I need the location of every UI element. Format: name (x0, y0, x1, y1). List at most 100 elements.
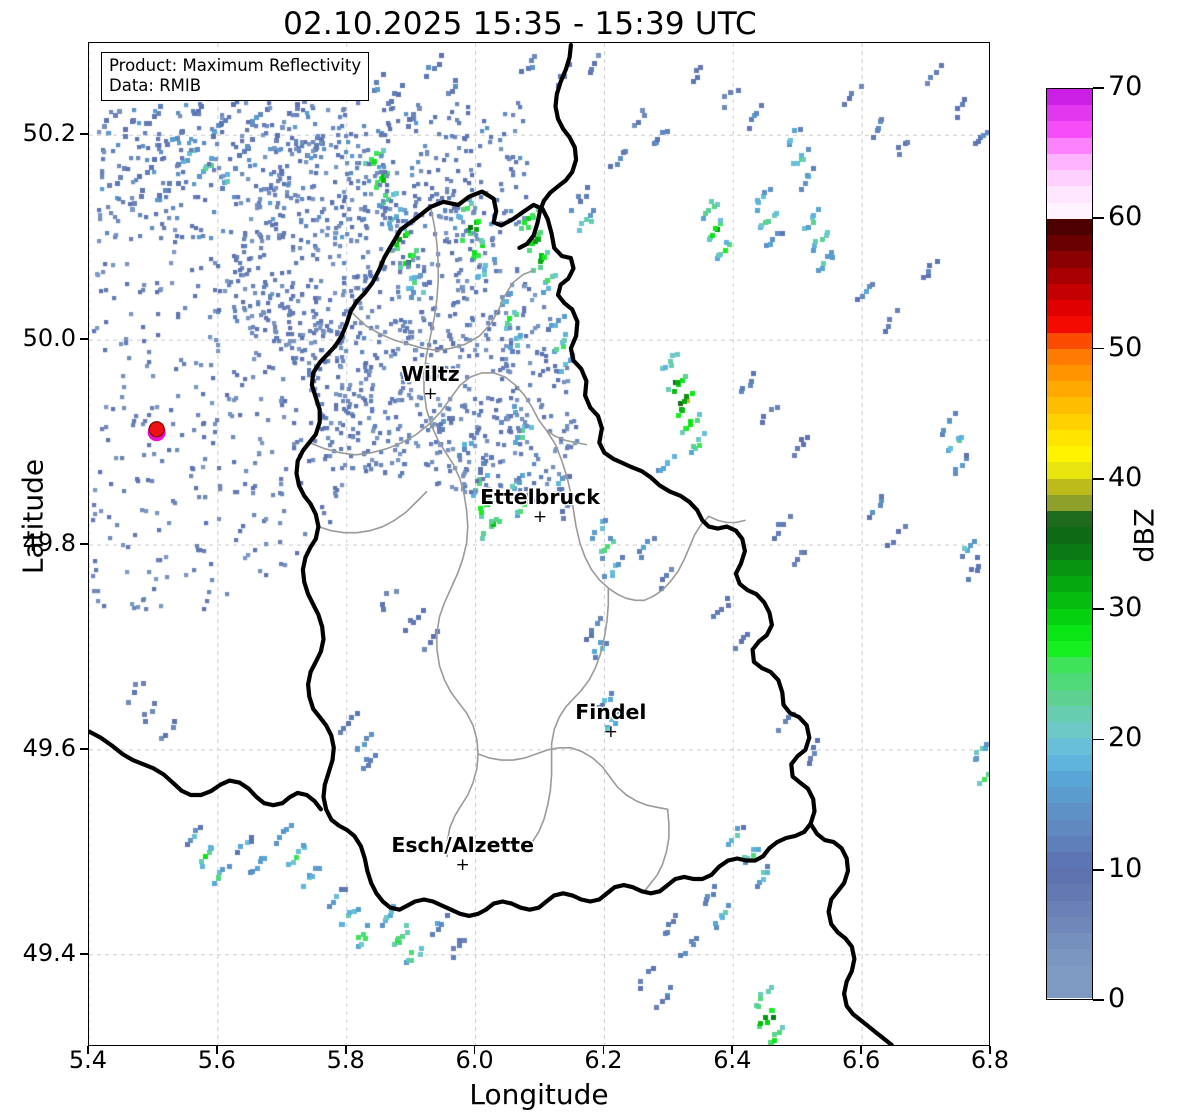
colorbar-band (1047, 949, 1092, 966)
y-tick-label: 50.0 (22, 324, 76, 353)
colorbar-band (1047, 965, 1092, 982)
x-tick-mark (216, 1046, 218, 1054)
colorbar-tick-label: 20 (1108, 722, 1143, 754)
colorbar-band (1047, 592, 1092, 609)
colorbar-tick-label: 0 (1108, 983, 1126, 1014)
colorbar-band (1047, 738, 1092, 755)
colorbar-band (1047, 852, 1092, 869)
x-tick-label: 6.0 (455, 1046, 494, 1074)
colorbar-band (1047, 576, 1092, 593)
colorbar-band (1047, 673, 1092, 690)
colorbar-tick-mark (1093, 608, 1104, 610)
y-tick-mark (80, 543, 88, 545)
radar-site-marker[interactable] (148, 421, 165, 438)
city-cross-marker: + (532, 506, 548, 527)
x-tick-mark (731, 1046, 734, 1054)
colorbar-band (1047, 462, 1092, 479)
colorbar-band (1047, 235, 1092, 252)
y-tick-mark (80, 748, 88, 750)
y-tick-mark (80, 338, 88, 340)
x-tick-label: 5.6 (197, 1046, 236, 1074)
colorbar-band (1047, 543, 1092, 560)
city-label-findel: Findel + (501, 700, 721, 740)
x-tick-mark (87, 1046, 89, 1054)
colorbar-band (1047, 981, 1092, 999)
colorbar-band (1047, 868, 1092, 885)
colorbar-band (1047, 300, 1092, 317)
colorbar-band (1047, 316, 1092, 333)
colorbar-tick-mark (1093, 217, 1104, 220)
colorbar-label: dBZ (1129, 508, 1161, 563)
colorbar-band (1047, 251, 1092, 268)
city-name: Findel (575, 700, 647, 725)
map-overlay-layer (89, 43, 894, 1045)
colorbar-tick-label: 60 (1108, 201, 1143, 233)
colorbar-band (1047, 884, 1092, 901)
city-label-ettelbruck: Ettelbruck + (430, 485, 650, 525)
x-tick-label: 6.4 (713, 1046, 752, 1074)
colorbar-band (1047, 511, 1092, 528)
x-tick-mark (473, 1046, 476, 1054)
colorbar-band (1047, 397, 1092, 414)
colorbar-band (1047, 933, 1092, 950)
x-tick-mark (344, 1046, 347, 1054)
y-tick-mark (80, 952, 88, 955)
colorbar-band (1047, 186, 1092, 203)
colorbar-tick-label: 40 (1108, 461, 1143, 493)
colorbar-band (1047, 218, 1092, 236)
info-product-line: Product: Maximum Reflectivity (109, 56, 362, 75)
colorbar-tick-label: 50 (1108, 331, 1143, 363)
city-name: Wiltz (401, 361, 460, 386)
colorbar-band (1047, 559, 1092, 577)
colorbar-band (1047, 429, 1092, 447)
product-info-box: Product: Maximum Reflectivity Data: RMIB (101, 52, 370, 102)
colorbar-tick-mark (1093, 347, 1104, 350)
colorbar-band (1047, 689, 1092, 706)
x-tick-mark (989, 1046, 991, 1054)
colorbar-band (1047, 413, 1092, 430)
y-axis-label: Latitude (16, 458, 50, 575)
x-tick-label: 5.8 (326, 1046, 365, 1074)
plot-clip: Wiltz + Ettelbruck + Findel + Esch/Alzette + (89, 43, 989, 1045)
colorbar-band (1047, 819, 1092, 836)
colorbar-tick-mark (1093, 478, 1104, 480)
colorbar-tick-mark (1093, 738, 1104, 741)
colorbar-band (1047, 137, 1092, 154)
y-tick-label: 49.4 (22, 938, 76, 967)
colorbar-tick-mark (1093, 999, 1104, 1001)
colorbar-band (1047, 267, 1092, 284)
colorbar[interactable] (1046, 88, 1093, 1000)
x-axis-label: Longitude (469, 1078, 609, 1111)
colorbar-band (1047, 835, 1092, 853)
city-label-wiltz: Wiltz + (320, 362, 540, 402)
x-tick-mark (602, 1046, 605, 1054)
x-tick-label: 6.8 (970, 1046, 1010, 1074)
colorbar-tick-label: 10 (1108, 852, 1143, 884)
colorbar-band (1047, 770, 1092, 788)
y-tick-label: 49.6 (22, 733, 76, 762)
city-cross-marker: + (603, 722, 618, 743)
colorbar-band (1047, 381, 1092, 398)
y-tick-label: 50.2 (22, 119, 76, 148)
colorbar-band (1047, 900, 1092, 917)
colorbar-band (1047, 153, 1092, 171)
colorbar-band (1047, 803, 1092, 820)
colorbar-band (1047, 608, 1092, 625)
colorbar-band (1047, 787, 1092, 804)
city-cross-marker: + (455, 855, 470, 876)
city-name: Esch/Alzette (391, 833, 534, 858)
radar-map-plot[interactable]: Wiltz + Ettelbruck + Findel + Esch/Alzette + (88, 42, 990, 1046)
city-name: Ettelbruck (480, 484, 600, 509)
colorbar-band (1047, 722, 1092, 739)
colorbar-band (1047, 105, 1092, 122)
colorbar-band (1047, 527, 1092, 544)
x-tick-label: 6.2 (584, 1046, 623, 1074)
city-label-esch-alzette: Esch/Alzette + (353, 833, 573, 873)
x-tick-label: 6.6 (842, 1046, 881, 1074)
colorbar-band (1047, 332, 1092, 349)
colorbar-band (1047, 657, 1092, 674)
colorbar-band (1047, 283, 1092, 301)
colorbar-band (1047, 202, 1092, 219)
colorbar-band (1047, 121, 1092, 138)
colorbar-band (1047, 640, 1092, 658)
